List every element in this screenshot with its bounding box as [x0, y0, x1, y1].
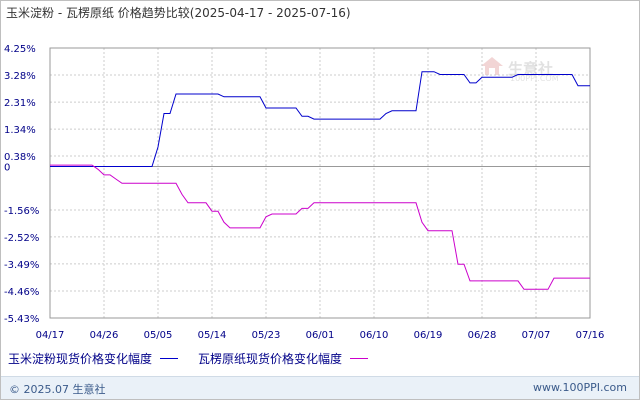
- watermark: 生意社 100PPI.COM: [480, 56, 559, 83]
- y-tick-label: -1.56%: [4, 206, 39, 217]
- legend-label-corn-starch: 玉米淀粉现货价格变化幅度: [8, 351, 153, 366]
- footer-website: www.100PPI.com: [533, 381, 627, 394]
- legend-swatch-corn-starch: [160, 357, 179, 359]
- y-tick-label: -3.49%: [4, 260, 39, 271]
- legend-item-corn-starch: 玉米淀粉现货价格变化幅度: [8, 350, 179, 367]
- y-tick-label: 0.38%: [4, 152, 36, 163]
- legend: 玉米淀粉现货价格变化幅度 瓦楞原纸现货价格变化幅度: [8, 350, 388, 366]
- y-tick-label: -4.46%: [4, 287, 39, 298]
- line-chart: 4.25% 3.28% 2.31% 1.34% 0.38%0 -1.56% -2.52% -3…: [4, 44, 605, 341]
- footer-bar: © 2025.07 生意社 www.100PPI.com: [1, 376, 639, 399]
- y-tick-label: 1.34%: [4, 125, 36, 136]
- footer-copyright: © 2025.07 生意社: [9, 383, 106, 396]
- y-tick-label: -5.43%: [4, 314, 39, 325]
- plot-border: [49, 47, 591, 319]
- legend-label-corrugated-paper: 瓦楞原纸现货价格变化幅度: [198, 351, 343, 366]
- x-tick-label: 05/14: [198, 330, 227, 341]
- x-tick-label: 06/19: [414, 330, 443, 341]
- y-tick-label: 0: [4, 163, 10, 174]
- x-axis-ticks: 04/17 04/26 05/05 05/14 05/23 06/01 06/10 06/19…: [36, 330, 605, 341]
- x-tick-label: 06/10: [360, 330, 389, 341]
- x-tick-label: 07/07: [522, 330, 551, 341]
- watermark-sub: 100PPI.COM: [510, 74, 559, 83]
- x-tick-label: 05/23: [252, 330, 281, 341]
- watermark-text: 生意社: [508, 59, 554, 78]
- y-tick-label: 4.25%: [4, 44, 36, 55]
- x-tick-label: 04/17: [36, 330, 65, 341]
- y-tick-label: 2.31%: [4, 98, 36, 109]
- y-axis-ticks: 4.25% 3.28% 2.31% 1.34% 0.38%0 -1.56% -2.52% -3…: [4, 44, 39, 325]
- grid: [49, 47, 591, 319]
- legend-swatch-corrugated-paper: [350, 357, 369, 359]
- series-line-corn-starch: [50, 71, 590, 167]
- series-line-corrugated-paper: [50, 164, 590, 290]
- series-lines: [50, 71, 590, 290]
- x-tick-label: 04/26: [90, 330, 119, 341]
- x-tick-label: 06/28: [468, 330, 497, 341]
- x-tick-label: 06/01: [306, 330, 335, 341]
- y-tick-label: 3.28%: [4, 71, 36, 82]
- chart-title: 玉米淀粉 - 瓦楞原纸 价格趋势比较(2025-04-17 - 2025-07-…: [6, 6, 351, 20]
- x-tick-label: 07/16: [576, 330, 605, 341]
- house-icon: [480, 56, 504, 80]
- y-tick-label: -2.52%: [4, 233, 39, 244]
- x-tick-label: 05/05: [144, 330, 173, 341]
- legend-item-corrugated-paper: 瓦楞原纸现货价格变化幅度: [198, 350, 369, 367]
